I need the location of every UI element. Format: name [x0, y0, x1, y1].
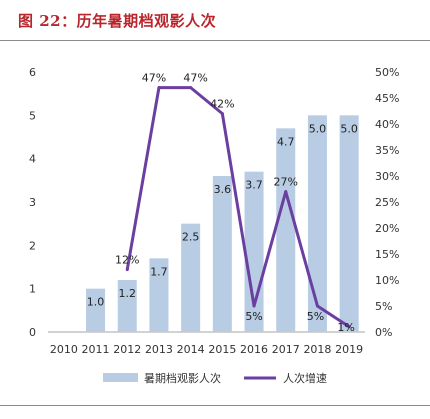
y-right-tick-label: 45%: [375, 92, 399, 105]
title-divider: [0, 40, 430, 41]
growth-value-label: 1%: [337, 321, 354, 334]
y-left-tick-label: 5: [29, 109, 36, 122]
bar: [181, 223, 201, 332]
growth-point: [220, 112, 224, 116]
x-tick-label: 2011: [82, 343, 110, 356]
x-tick-label: 2017: [272, 343, 300, 356]
growth-value-label: 27%: [274, 176, 298, 189]
y-right-tick-label: 35%: [375, 144, 399, 157]
growth-point: [315, 304, 319, 308]
bar: [117, 280, 137, 332]
legend-label-line: 人次增速: [283, 371, 327, 385]
x-tick-label: 2010: [50, 343, 78, 356]
y-left-tick-label: 4: [29, 153, 36, 166]
bar-value-label: 3.7: [245, 179, 263, 192]
bar-value-label: 5.0: [340, 122, 358, 135]
y-left-tick-label: 1: [29, 283, 36, 296]
bar: [212, 176, 232, 332]
x-tick-label: 2016: [240, 343, 268, 356]
bar-value-label: 1.2: [119, 287, 137, 300]
bar-value-label: 1.7: [150, 265, 168, 278]
growth-value-label: 42%: [210, 98, 234, 111]
growth-point: [284, 190, 288, 194]
y-right-tick-label: 0%: [375, 326, 392, 339]
bar: [339, 115, 359, 332]
y-left-tick-label: 2: [29, 239, 36, 252]
bar-value-label: 5.0: [309, 122, 327, 135]
growth-point: [125, 268, 129, 272]
x-tick-label: 2012: [113, 343, 141, 356]
y-right-tick-label: 25%: [375, 196, 399, 209]
x-tick-label: 2018: [303, 343, 331, 356]
chart-title: 图 22：历年暑期档观影人次: [18, 12, 217, 30]
x-tick-label: 2014: [177, 343, 205, 356]
growth-value-label: 47%: [183, 72, 207, 85]
bar-value-label: 3.6: [214, 183, 232, 196]
y-right-tick-label: 15%: [375, 248, 399, 261]
y-right-tick-label: 20%: [375, 222, 399, 235]
growth-value-label: 12%: [115, 254, 139, 267]
bar: [86, 288, 106, 332]
x-tick-label: 2015: [208, 343, 236, 356]
x-tick-label: 2013: [145, 343, 173, 356]
legend-label-bars: 暑期档观影人次: [144, 371, 221, 385]
legend-swatch-bars: [103, 373, 138, 382]
bottom-divider: [0, 405, 430, 406]
y-left-tick-label: 3: [29, 196, 36, 209]
growth-point: [189, 86, 193, 90]
x-tick-label: 2019: [335, 343, 363, 356]
y-right-tick-label: 5%: [375, 300, 392, 313]
bar-value-label: 4.7: [277, 135, 295, 148]
y-right-tick-label: 50%: [375, 66, 399, 79]
y-left-tick-label: 6: [29, 66, 36, 79]
y-right-tick-label: 10%: [375, 274, 399, 287]
growth-point: [157, 86, 161, 90]
bar: [307, 115, 327, 332]
bar: [149, 258, 169, 332]
growth-point: [252, 304, 256, 308]
growth-value-label: 47%: [142, 72, 166, 85]
y-right-tick-label: 30%: [375, 170, 399, 183]
growth-value-label: 5%: [307, 310, 324, 323]
bar: [276, 128, 296, 332]
growth-value-label: 5%: [245, 310, 262, 323]
growth-line: [125, 86, 350, 329]
bar-value-label: 1.0: [87, 296, 105, 309]
bar-value-label: 2.5: [182, 231, 200, 244]
y-right-tick-label: 40%: [375, 118, 399, 131]
bar: [244, 171, 264, 332]
growth-point: [347, 325, 351, 329]
y-left-tick-label: 0: [29, 326, 36, 339]
